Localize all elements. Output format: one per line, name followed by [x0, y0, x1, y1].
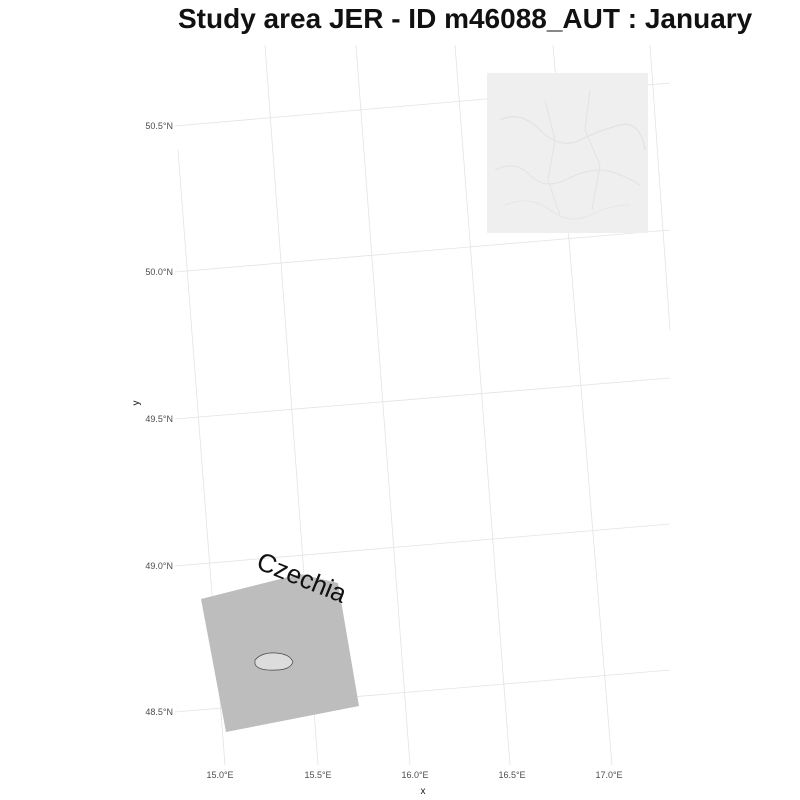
y-axis-labels: 50.5°N 50.0°N 49.5°N 49.0°N 48.5°N: [145, 121, 173, 717]
lake-polygon: [254, 652, 294, 671]
y-tick-label: 49.0°N: [145, 561, 173, 571]
graticule-lat-49-5: [174, 377, 671, 420]
x-tick-label: 15.5°E: [304, 770, 331, 780]
x-axis-labels: 15.0°E 15.5°E 16.0°E 16.5°E 17.0°E: [206, 770, 622, 780]
graticule-lon-17-5: [649, 44, 671, 331]
map-title: Study area JER - ID m46088_AUT : January: [178, 3, 753, 34]
graticule-lat-50-0: [174, 229, 671, 273]
x-tick-label: 16.0°E: [401, 770, 428, 780]
hillshade-ridge: [494, 165, 641, 186]
graticule-lat-49-0: [174, 523, 671, 567]
y-tick-label: 48.5°N: [145, 707, 173, 717]
graticule-lon-16-5: [454, 44, 511, 766]
hillshade-tile: [487, 73, 648, 233]
hillshade-ridge: [584, 89, 601, 211]
hillshade-ridge: [544, 99, 561, 216]
y-tick-label: 50.5°N: [145, 121, 173, 131]
hillshade-ridge: [499, 116, 646, 151]
x-tick-label: 16.5°E: [498, 770, 525, 780]
graticule-lon-16-0: [355, 44, 411, 766]
country-polygon: [201, 574, 359, 732]
hillshade-raster: [487, 73, 648, 233]
x-tick-label: 17.0°E: [595, 770, 622, 780]
hillshade-ridge: [504, 200, 631, 220]
y-tick-label: 50.0°N: [145, 267, 173, 277]
x-axis-title: x: [421, 786, 426, 797]
x-tick-label: 15.0°E: [206, 770, 233, 780]
y-axis-title: y: [131, 401, 142, 406]
y-tick-label: 49.5°N: [145, 414, 173, 424]
